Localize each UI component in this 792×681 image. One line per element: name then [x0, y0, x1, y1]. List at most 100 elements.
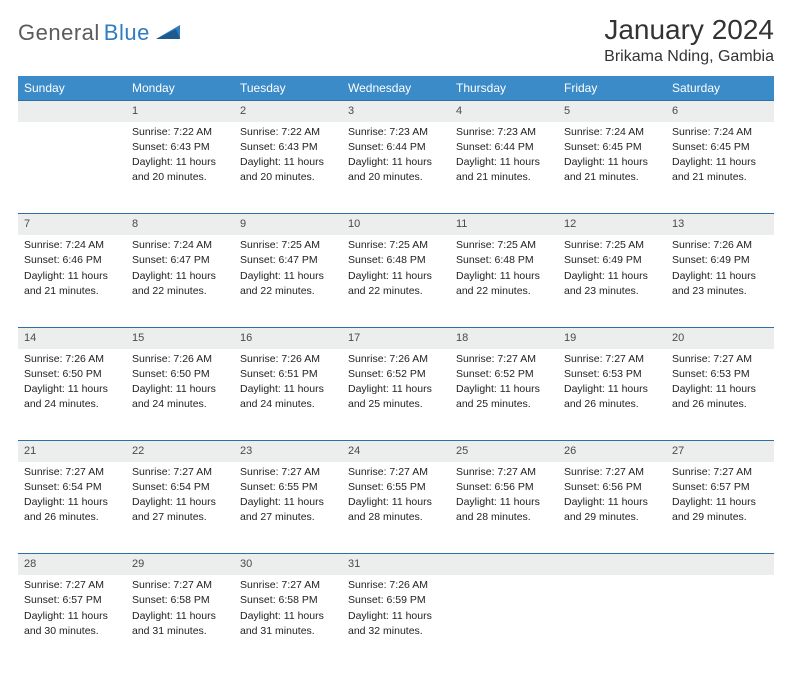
day1-text: Daylight: 11 hours	[456, 495, 552, 509]
day-number: 10	[342, 214, 450, 235]
day1-text: Daylight: 11 hours	[132, 382, 228, 396]
day1-text: Daylight: 11 hours	[240, 269, 336, 283]
day-number	[666, 554, 774, 575]
weekday-header: Tuesday	[234, 76, 342, 101]
sunrise-text: Sunrise: 7:25 AM	[348, 238, 444, 252]
sunset-text: Sunset: 6:49 PM	[564, 253, 660, 267]
day2-text: and 21 minutes.	[456, 170, 552, 184]
day1-text: Daylight: 11 hours	[672, 382, 768, 396]
sunrise-text: Sunrise: 7:27 AM	[672, 352, 768, 366]
day1-text: Daylight: 11 hours	[348, 269, 444, 283]
day1-text: Daylight: 11 hours	[24, 269, 120, 283]
day-cell: Sunrise: 7:25 AMSunset: 6:48 PM Daylight:…	[342, 235, 450, 327]
day-cell: Sunrise: 7:26 AMSunset: 6:49 PMDaylight:…	[666, 235, 774, 327]
day2-text: and 22 minutes.	[240, 284, 336, 298]
sunrise-text: Sunrise: 7:26 AM	[348, 352, 444, 366]
day-number: 17	[342, 327, 450, 348]
sunset-text: Sunset: 6:59 PM	[348, 593, 444, 607]
day-cell: Sunrise: 7:25 AMSunset: 6:48 PMDaylight:…	[450, 235, 558, 327]
day1-text: Daylight: 11 hours	[240, 155, 336, 169]
week-row: Sunrise: 7:27 AMSunset: 6:57 PMDaylight:…	[18, 575, 774, 667]
day-cell: Sunrise: 7:27 AMSunset: 6:57 PMDaylight:…	[666, 462, 774, 554]
day-cell: Sunrise: 7:26 AMSunset: 6:59 PMDaylight:…	[342, 575, 450, 667]
sunset-text: Sunset: 6:58 PM	[240, 593, 336, 607]
sunset-text: Sunset: 6:57 PM	[672, 480, 768, 494]
sunrise-text: Sunrise: 7:27 AM	[24, 578, 120, 592]
day1-text: Daylight: 11 hours	[564, 155, 660, 169]
day2-text: and 20 minutes.	[348, 170, 444, 184]
logo: GeneralBlue	[18, 20, 182, 46]
day-cell: Sunrise: 7:26 AMSunset: 6:51 PMDaylight:…	[234, 349, 342, 441]
logo-triangle-icon	[156, 23, 182, 41]
sunrise-text: Sunrise: 7:22 AM	[132, 125, 228, 139]
day2-text: and 20 minutes.	[240, 170, 336, 184]
day2-text: and 21 minutes.	[672, 170, 768, 184]
day-number: 12	[558, 214, 666, 235]
day-cell	[558, 575, 666, 667]
sunset-text: Sunset: 6:55 PM	[240, 480, 336, 494]
day1-text: Daylight: 11 hours	[564, 495, 660, 509]
day1-text: Daylight: 11 hours	[240, 495, 336, 509]
day-number: 22	[126, 441, 234, 462]
calendar-page: GeneralBlue January 2024 Brikama Nding, …	[0, 0, 792, 681]
day-number: 24	[342, 441, 450, 462]
sunrise-text: Sunrise: 7:27 AM	[132, 578, 228, 592]
day-number-row: 123456	[18, 101, 774, 122]
calendar-table: Sunday Monday Tuesday Wednesday Thursday…	[18, 76, 774, 667]
logo-text-general: General	[18, 20, 100, 46]
day-number: 16	[234, 327, 342, 348]
day-number	[450, 554, 558, 575]
day2-text: and 24 minutes.	[240, 397, 336, 411]
sunrise-text: Sunrise: 7:24 AM	[132, 238, 228, 252]
sunset-text: Sunset: 6:55 PM	[348, 480, 444, 494]
sunset-text: Sunset: 6:48 PM	[348, 253, 444, 267]
sunrise-text: Sunrise: 7:27 AM	[240, 578, 336, 592]
day1-text: Daylight: 11 hours	[672, 155, 768, 169]
day-number: 23	[234, 441, 342, 462]
sunrise-text: Sunrise: 7:22 AM	[240, 125, 336, 139]
header: GeneralBlue January 2024 Brikama Nding, …	[18, 14, 774, 66]
sunrise-text: Sunrise: 7:25 AM	[456, 238, 552, 252]
sunset-text: Sunset: 6:58 PM	[132, 593, 228, 607]
day-number: 1	[126, 101, 234, 122]
sunset-text: Sunset: 6:54 PM	[132, 480, 228, 494]
sunset-text: Sunset: 6:56 PM	[456, 480, 552, 494]
sunset-text: Sunset: 6:49 PM	[672, 253, 768, 267]
day-number: 30	[234, 554, 342, 575]
sunrise-text: Sunrise: 7:24 AM	[564, 125, 660, 139]
day-cell: Sunrise: 7:23 AMSunset: 6:44 PMDaylight:…	[342, 122, 450, 214]
sunrise-text: Sunrise: 7:26 AM	[348, 578, 444, 592]
day-cell: Sunrise: 7:24 AMSunset: 6:45 PMDaylight:…	[558, 122, 666, 214]
day-number: 27	[666, 441, 774, 462]
day-cell: Sunrise: 7:26 AMSunset: 6:52 PMDaylight:…	[342, 349, 450, 441]
day1-text: Daylight: 11 hours	[456, 155, 552, 169]
sunrise-text: Sunrise: 7:23 AM	[348, 125, 444, 139]
location: Brikama Nding, Gambia	[604, 48, 774, 66]
sunset-text: Sunset: 6:52 PM	[348, 367, 444, 381]
day-number-row: 21222324252627	[18, 441, 774, 462]
day2-text: and 24 minutes.	[24, 397, 120, 411]
weekday-header: Friday	[558, 76, 666, 101]
day1-text: Daylight: 11 hours	[132, 609, 228, 623]
day2-text: and 31 minutes.	[132, 624, 228, 638]
sunrise-text: Sunrise: 7:27 AM	[672, 465, 768, 479]
day-number: 7	[18, 214, 126, 235]
day1-text: Daylight: 11 hours	[348, 155, 444, 169]
day2-text: and 29 minutes.	[672, 510, 768, 524]
day1-text: Daylight: 11 hours	[456, 382, 552, 396]
weekday-header-row: Sunday Monday Tuesday Wednesday Thursday…	[18, 76, 774, 101]
day1-text: Daylight: 11 hours	[24, 382, 120, 396]
day-number: 19	[558, 327, 666, 348]
week-row: Sunrise: 7:24 AMSunset: 6:46 PMDaylight:…	[18, 235, 774, 327]
day-number: 6	[666, 101, 774, 122]
day2-text: and 27 minutes.	[132, 510, 228, 524]
day-cell: Sunrise: 7:24 AMSunset: 6:47 PMDaylight:…	[126, 235, 234, 327]
day1-text: Daylight: 11 hours	[456, 269, 552, 283]
day-number	[18, 101, 126, 122]
day1-text: Daylight: 11 hours	[348, 382, 444, 396]
day2-text: and 26 minutes.	[564, 397, 660, 411]
day2-text: and 20 minutes.	[132, 170, 228, 184]
day-cell: Sunrise: 7:27 AMSunset: 6:57 PMDaylight:…	[18, 575, 126, 667]
day-number: 14	[18, 327, 126, 348]
day2-text: and 21 minutes.	[24, 284, 120, 298]
